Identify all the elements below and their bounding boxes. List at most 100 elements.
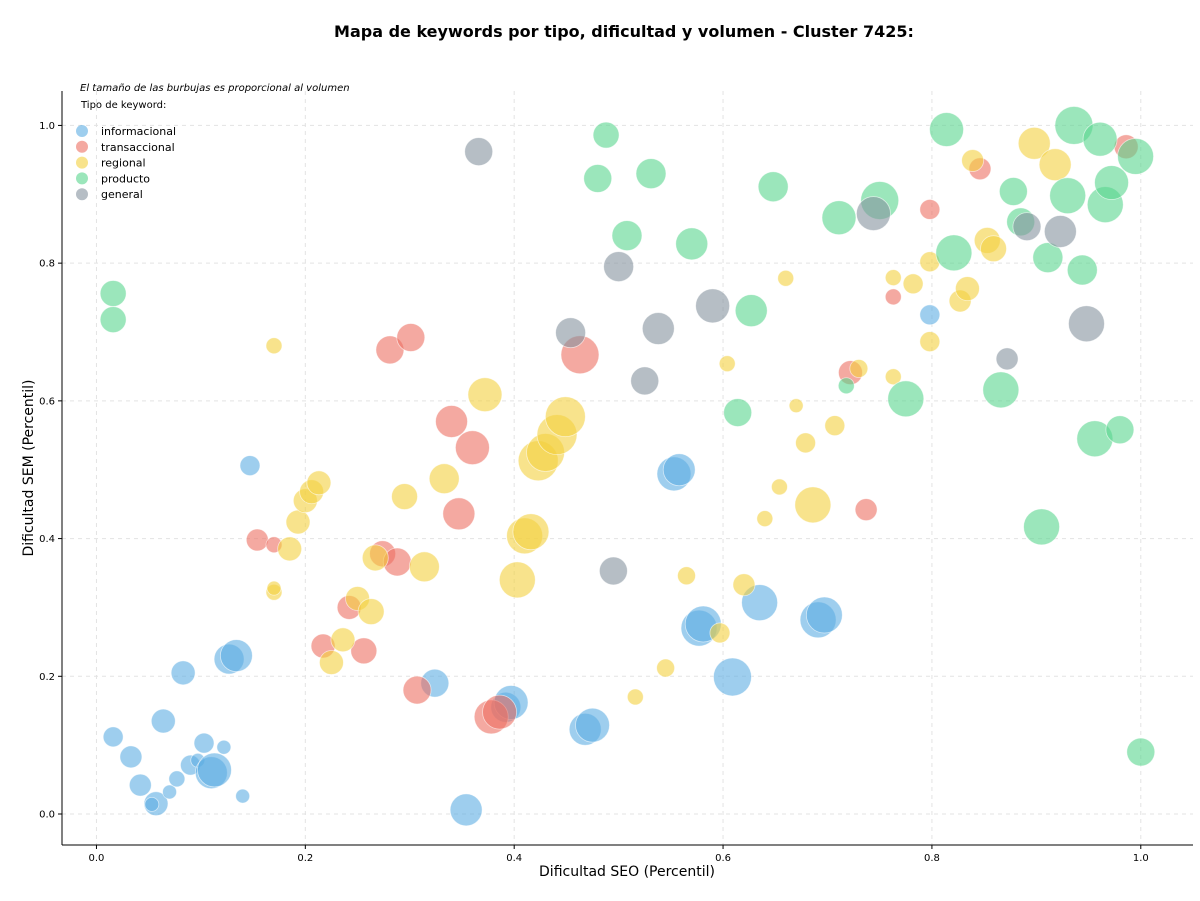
- y-tick-label: 0.4: [39, 534, 55, 545]
- bubble-regional: [428, 463, 460, 495]
- series-general: [464, 137, 1105, 586]
- bubble-transaccional: [442, 497, 476, 531]
- legend-label: general: [101, 188, 143, 201]
- y-tick-label: 0.6: [39, 396, 55, 407]
- bubble-informacional: [150, 708, 176, 734]
- bubble-regional: [980, 235, 1007, 263]
- legend-label: regional: [101, 157, 146, 170]
- y-tick-label: 0.0: [39, 810, 55, 821]
- x-tick-label: 0.2: [297, 853, 313, 864]
- bubble-producto: [1023, 508, 1060, 546]
- bubble-general: [599, 556, 628, 586]
- bubble-informacional: [662, 453, 696, 487]
- bubble-transaccional: [455, 430, 490, 466]
- legend-label: informacional: [101, 125, 176, 138]
- bubble-producto: [982, 371, 1020, 409]
- bubble-general: [1012, 212, 1042, 242]
- bubble-informacional: [805, 596, 843, 634]
- legend: informacional transaccional regional produc…: [76, 125, 176, 201]
- bubble-general: [555, 317, 586, 349]
- bubble-producto: [611, 220, 643, 252]
- bubble-regional: [277, 536, 303, 562]
- bubble-producto: [635, 158, 667, 190]
- bubble-producto: [1126, 737, 1156, 767]
- x-tick-label: 0.4: [506, 853, 522, 864]
- grid: [62, 91, 1193, 845]
- bubble-informacional: [102, 726, 124, 748]
- x-ticks: 0.0 0.2 0.4 0.6 0.8 1.0: [89, 845, 1149, 864]
- bubble-general: [603, 251, 635, 282]
- legend-title: Tipo de keyword:: [80, 100, 166, 111]
- bubble-producto: [1066, 254, 1098, 286]
- bubble-regional: [709, 622, 731, 644]
- bubble-producto: [837, 377, 855, 395]
- bubble-regional: [467, 377, 503, 413]
- bubble-informacional: [235, 788, 251, 804]
- bubble-transaccional: [435, 405, 468, 438]
- bubble-regional: [408, 551, 440, 583]
- bubble-producto: [887, 380, 925, 418]
- bubble-informacional: [170, 660, 196, 686]
- x-tick-label: 1.0: [1133, 853, 1149, 864]
- bubble-informacional: [713, 657, 752, 697]
- legend-marker: [76, 172, 88, 185]
- bubble-regional: [777, 269, 795, 287]
- bubble-informacional: [162, 784, 177, 800]
- bubble-informacional: [449, 793, 483, 827]
- bubble-informacional: [119, 745, 143, 769]
- bubble-regional: [718, 355, 736, 373]
- x-axis-label: Dificultad SEO (Percentil): [539, 864, 715, 880]
- bubble-regional: [756, 510, 774, 528]
- y-ticks: 0.0 0.2 0.4 0.6 0.8 1.0: [39, 121, 62, 821]
- legend-label: transaccional: [101, 141, 175, 154]
- legend-marker: [76, 125, 88, 137]
- bubble-regional: [849, 359, 869, 378]
- bubble-producto: [1032, 242, 1064, 274]
- x-tick-label: 0.0: [89, 853, 105, 864]
- bubble-general: [1043, 215, 1077, 248]
- bubble-transaccional: [350, 637, 378, 665]
- bubble-regional: [794, 486, 832, 524]
- bubble-informacional: [144, 796, 160, 812]
- bubble-informacional: [239, 455, 261, 476]
- bubble-size-note: El tamaño de las burbujas es proporciona…: [80, 83, 350, 94]
- bubble-regional: [824, 415, 846, 437]
- bubble-producto: [1105, 415, 1135, 445]
- bubble-regional: [955, 276, 980, 302]
- bubble-regional: [498, 561, 536, 599]
- bubble-regional: [771, 478, 788, 496]
- bubble-regional: [732, 573, 756, 597]
- bubble-transaccional: [245, 528, 269, 552]
- bubble-regional: [902, 273, 924, 295]
- bubble-regional: [544, 396, 586, 438]
- bubble-regional: [961, 149, 985, 172]
- bubble-regional: [884, 368, 902, 386]
- legend-marker: [76, 188, 88, 201]
- bubble-informacional: [216, 739, 232, 755]
- bubble-regional: [677, 566, 696, 586]
- bubble-regional: [656, 658, 676, 678]
- bubble-informacional: [197, 752, 232, 788]
- bubble-producto: [1094, 165, 1129, 200]
- bubble-producto: [1049, 177, 1087, 215]
- bubble-transaccional: [482, 694, 517, 730]
- legend-item-producto: producto: [76, 172, 150, 185]
- bubble-producto: [734, 294, 768, 328]
- axes: [61, 91, 1193, 846]
- bubble-transaccional: [396, 323, 426, 352]
- bubble-regional: [306, 470, 332, 496]
- bubble-informacional: [193, 732, 215, 754]
- y-tick-label: 1.0: [39, 121, 55, 132]
- legend-item-informacional: informacional: [76, 125, 176, 138]
- bubble-general: [464, 137, 494, 166]
- bubble-producto: [99, 306, 127, 334]
- x-tick-label: 0.8: [924, 853, 940, 864]
- bubble-general: [630, 366, 660, 396]
- bubble-transaccional: [884, 288, 902, 306]
- bubble-producto: [99, 280, 127, 307]
- bubble-regional: [361, 544, 389, 572]
- series-producto: [99, 106, 1156, 767]
- bubble-producto: [592, 121, 620, 149]
- bubble-general: [641, 312, 675, 345]
- bubble-producto: [935, 234, 973, 272]
